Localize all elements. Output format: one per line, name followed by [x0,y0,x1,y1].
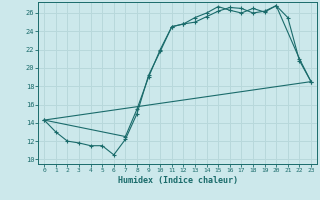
X-axis label: Humidex (Indice chaleur): Humidex (Indice chaleur) [118,176,238,185]
